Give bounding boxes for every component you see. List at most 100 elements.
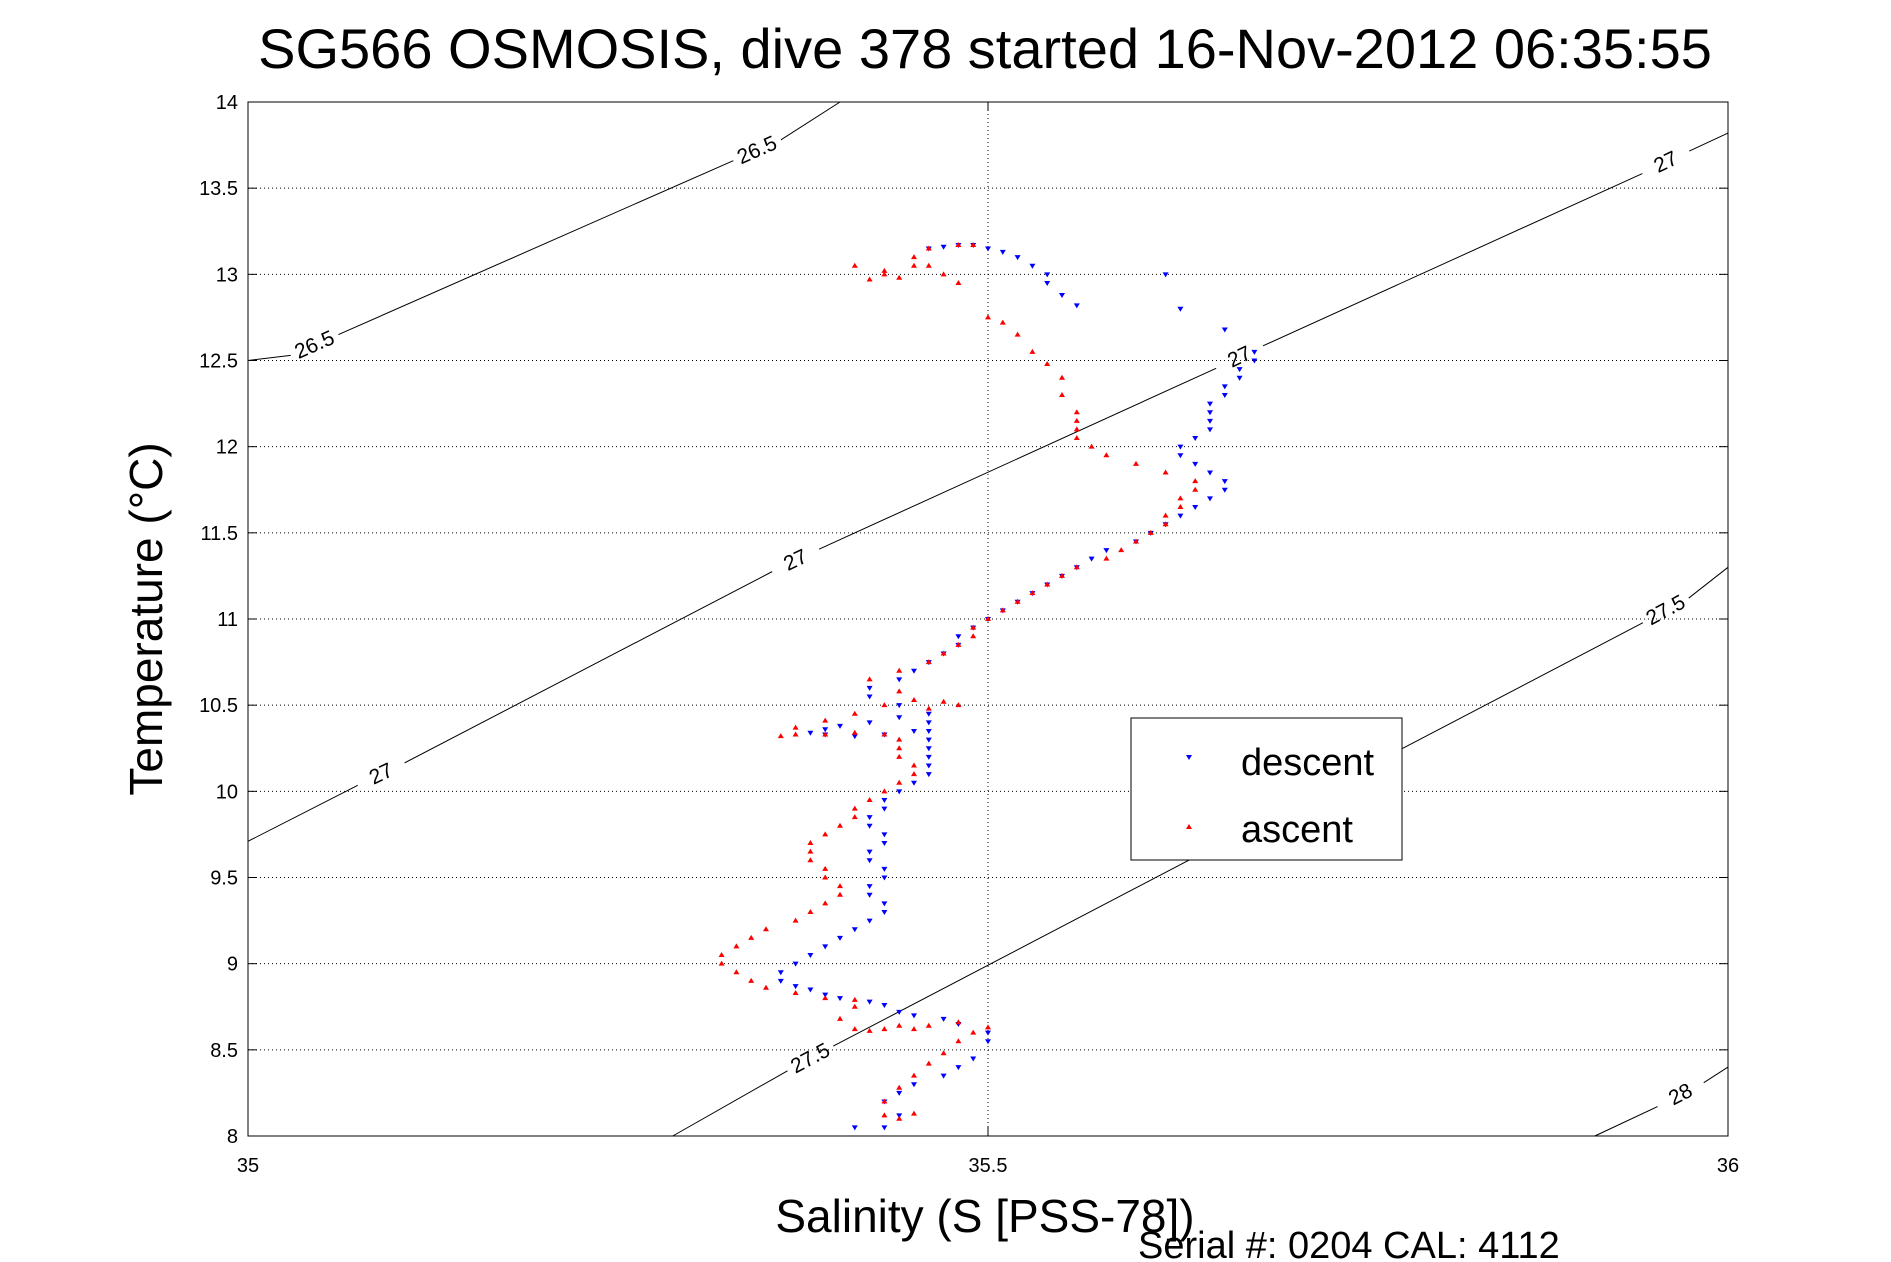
ascent-point xyxy=(837,822,843,828)
ascent-point xyxy=(1192,478,1199,484)
ascent-point xyxy=(1073,564,1080,570)
ascent-point xyxy=(970,624,977,630)
descent-point xyxy=(881,806,888,812)
descent-point xyxy=(940,1073,947,1079)
descent-point xyxy=(1162,272,1169,278)
ascent-point xyxy=(881,267,888,273)
ascent-point xyxy=(896,274,903,280)
ascent-point xyxy=(911,262,917,268)
descent-point xyxy=(1059,293,1065,299)
ascent-point xyxy=(896,688,903,694)
ascent-point xyxy=(1088,443,1095,449)
legend: descent ascent xyxy=(1130,717,1403,861)
ascent-point xyxy=(851,729,858,735)
ascent-point xyxy=(985,1024,991,1030)
ascent-point xyxy=(1073,417,1080,423)
ascent-point xyxy=(1059,374,1065,380)
ascent-point xyxy=(1103,555,1110,561)
descent-point xyxy=(1207,401,1213,407)
descent-point xyxy=(837,723,843,729)
descent-point xyxy=(866,918,873,924)
descent-point xyxy=(1177,453,1184,459)
descent-point xyxy=(1221,479,1228,485)
descent-point xyxy=(940,244,947,250)
ascent-point xyxy=(985,314,991,320)
y-tick-label: 14 xyxy=(216,92,238,114)
ascent-point xyxy=(807,848,814,854)
descent-point xyxy=(1014,255,1021,261)
ascent-point xyxy=(807,857,814,863)
ascent-point xyxy=(940,271,947,277)
descent-point xyxy=(837,996,843,1002)
descent-point xyxy=(866,685,873,691)
legend-box xyxy=(1130,717,1403,861)
ascent-point xyxy=(1059,572,1065,578)
ascent-point xyxy=(733,969,740,975)
ascent-point xyxy=(1147,529,1154,535)
x-tick-label: 35.5 xyxy=(969,1155,1008,1177)
ascent-point xyxy=(999,319,1006,325)
descent-point xyxy=(881,1125,888,1131)
descent-point xyxy=(822,944,829,950)
density-contour-line xyxy=(247,354,291,361)
ascent-point xyxy=(748,977,755,983)
descent-point xyxy=(1207,427,1213,433)
ascent-point xyxy=(792,989,799,995)
ascent-point xyxy=(896,779,903,785)
x-tick-label: 35 xyxy=(237,1155,259,1177)
ascent-point xyxy=(896,1022,903,1028)
descent-point xyxy=(866,892,873,898)
ascent-point xyxy=(866,676,873,682)
ascent-point xyxy=(1073,426,1080,432)
descent-point xyxy=(866,694,873,700)
descent-point xyxy=(866,823,873,829)
ascent-point xyxy=(807,840,814,846)
ascent-point xyxy=(1177,495,1184,501)
descent-point xyxy=(866,720,873,726)
ascent-point xyxy=(822,831,829,837)
density-contour-line xyxy=(1689,132,1729,152)
descent-point xyxy=(1029,263,1036,269)
legend-ascent-label: ascent xyxy=(1241,809,1353,851)
ascent-point xyxy=(881,788,888,794)
ascent-point xyxy=(1029,590,1036,596)
descent-point xyxy=(925,711,932,717)
descent-point xyxy=(896,1009,903,1015)
ascent-point xyxy=(896,1084,903,1090)
ascent-point xyxy=(955,279,962,285)
y-tick-label: 12 xyxy=(216,437,238,459)
ascent-point xyxy=(955,242,962,248)
ascent-point xyxy=(792,917,799,923)
descent-point xyxy=(851,927,858,933)
ascent-point xyxy=(881,271,888,277)
axis-ticks: 8 8.5 9 9.5 10 10.5 11 11.5 12 12.5 13 13.5 14 35 35.5… xyxy=(199,92,1739,1177)
ascent-point xyxy=(822,900,829,906)
ascent-point xyxy=(851,1026,858,1032)
legend-ascent-marker-icon xyxy=(1186,824,1192,829)
descent-point xyxy=(925,772,932,778)
descent-point xyxy=(925,763,932,769)
ascent-point xyxy=(940,1050,947,1056)
descent-point xyxy=(851,1125,858,1131)
descent-point xyxy=(807,987,814,993)
ascent-point xyxy=(896,736,903,742)
y-tick-label: 8 xyxy=(227,1126,238,1148)
descent-point xyxy=(881,901,888,907)
descent-point xyxy=(925,754,932,760)
ascent-point xyxy=(955,1019,962,1025)
data-points xyxy=(718,242,1258,1131)
descent-point xyxy=(911,780,917,786)
y-tick-label: 10.5 xyxy=(199,695,238,717)
ascent-point xyxy=(955,641,962,647)
descent-point xyxy=(970,1056,977,1062)
ascent-point xyxy=(955,1038,962,1044)
ascent-point xyxy=(866,1027,873,1033)
ascent-point xyxy=(851,1003,858,1009)
ascent-point xyxy=(851,996,858,1002)
ascent-point xyxy=(1118,547,1125,553)
ascent-point xyxy=(1133,460,1139,466)
ascent-point xyxy=(777,733,784,739)
descent-point xyxy=(777,970,784,976)
